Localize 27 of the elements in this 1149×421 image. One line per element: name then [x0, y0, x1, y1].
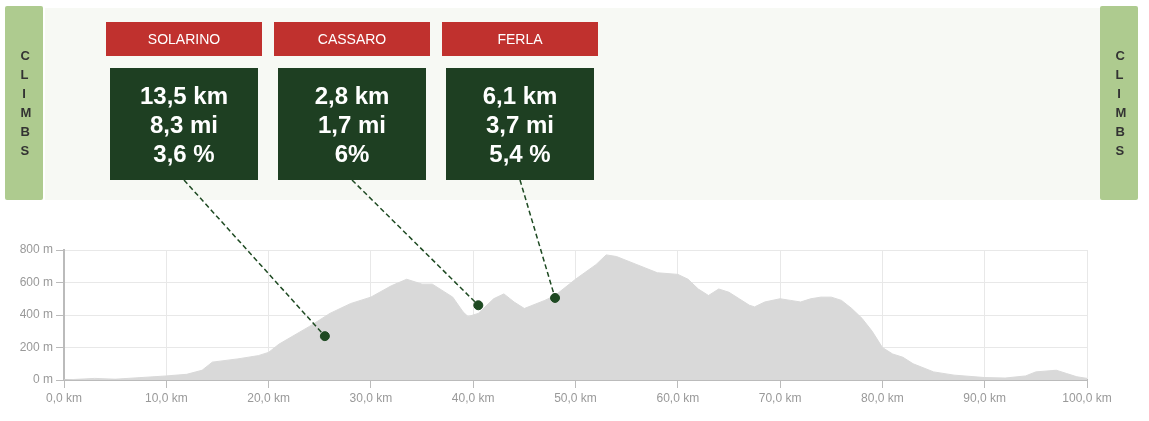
x-tick-label: 30,0 km — [349, 390, 393, 405]
y-tick-label: 200 m — [19, 339, 53, 354]
y-tick-label: 800 m — [19, 242, 53, 257]
annotation: 2,8 km 1,7 mi 6% — [314, 80, 390, 168]
point — [550, 292, 561, 303]
point — [319, 331, 330, 342]
y-tick-label: 400 m — [19, 307, 53, 322]
y-tick-label: 600 m — [19, 274, 53, 289]
x-tick-label: 10,0 km — [144, 390, 188, 405]
x-tick-label: 20,0 km — [247, 390, 290, 405]
text: CLIMBS — [1115, 47, 1127, 160]
x-tick-label: 50,0 km — [554, 390, 597, 405]
text: CLIMBS — [20, 47, 32, 160]
x-tick-label: 40,0 km — [451, 390, 495, 405]
annotation: 6,1 km 3,7 mi 5,4 % — [482, 80, 558, 168]
x-tick-label: 80,0 km — [861, 390, 904, 405]
x-tick-label: 100,0 km — [1062, 390, 1112, 405]
y-tick-label: 0 m — [32, 372, 53, 387]
text: SOLARINO — [106, 22, 262, 56]
point — [473, 300, 484, 311]
text: FERLA — [442, 22, 598, 56]
text: CASSARO — [274, 22, 430, 56]
x-tick-label: 70,0 km — [758, 390, 802, 405]
annotation: 13,5 km 8,3 mi 3,6 % — [139, 80, 229, 168]
x-tick-label: 0,0 km — [45, 390, 83, 405]
x-tick-label: 60,0 km — [656, 390, 700, 405]
x-tick-label: 90,0 km — [963, 390, 1007, 405]
